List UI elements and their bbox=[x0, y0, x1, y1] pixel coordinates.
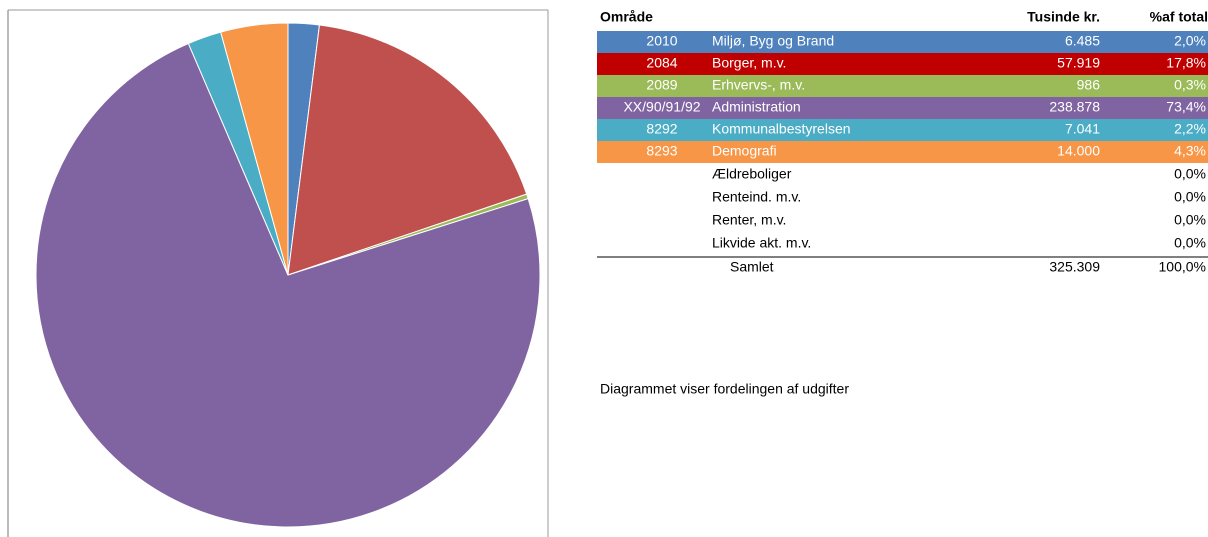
pie-slice bbox=[220, 22, 289, 276]
extra-name: Renter, m.v. bbox=[712, 212, 786, 228]
extra-percent: 0,0% bbox=[1174, 189, 1206, 205]
area-code: 8293 bbox=[646, 143, 677, 159]
table-row bbox=[597, 119, 1208, 141]
extra-percent: 0,0% bbox=[1174, 212, 1206, 228]
extra-name: Renteind. m.v. bbox=[712, 189, 801, 205]
extra-name: Ældreboliger bbox=[712, 166, 792, 182]
total-name: Samlet bbox=[730, 259, 774, 275]
table-row bbox=[597, 75, 1208, 97]
area-name: Administration bbox=[712, 99, 801, 115]
area-percent: 2,2% bbox=[1174, 121, 1206, 137]
area-code: 8292 bbox=[646, 121, 677, 137]
area-value: 57.919 bbox=[1057, 55, 1100, 71]
area-percent: 2,0% bbox=[1174, 33, 1206, 49]
extra-percent: 0,0% bbox=[1174, 235, 1206, 251]
area-value: 238.878 bbox=[1049, 99, 1100, 115]
area-value: 6.485 bbox=[1065, 33, 1100, 49]
area-name: Erhvervs-, m.v. bbox=[712, 77, 805, 93]
total-value: 325.309 bbox=[1049, 259, 1100, 275]
header-area: Område bbox=[600, 9, 653, 25]
area-percent: 0,3% bbox=[1174, 77, 1206, 93]
area-percent: 4,3% bbox=[1174, 143, 1206, 159]
extra-percent: 0,0% bbox=[1174, 166, 1206, 182]
area-name: Borger, m.v. bbox=[712, 55, 786, 71]
table-row bbox=[597, 97, 1208, 119]
area-code: 2084 bbox=[646, 55, 677, 71]
area-value: 986 bbox=[1077, 77, 1101, 93]
area-code: 2010 bbox=[646, 33, 677, 49]
note: Diagrammet viser fordelingen af udgifter bbox=[600, 381, 849, 397]
header-percent: %af total bbox=[1150, 9, 1208, 25]
area-name: Demografi bbox=[712, 143, 777, 159]
extra-name: Likvide akt. m.v. bbox=[712, 235, 811, 251]
total-percent: 100,0% bbox=[1159, 259, 1206, 275]
pie-slice bbox=[287, 24, 528, 276]
pie-slice bbox=[35, 42, 541, 528]
header-value: Tusinde kr. bbox=[1027, 9, 1100, 25]
table-row bbox=[597, 53, 1208, 75]
area-name: Miljø, Byg og Brand bbox=[712, 33, 834, 49]
area-name: Kommunalbestyrelsen bbox=[712, 121, 851, 137]
area-code: XX/90/91/92 bbox=[623, 99, 700, 115]
area-value: 7.041 bbox=[1065, 121, 1100, 137]
area-value: 14.000 bbox=[1057, 143, 1100, 159]
area-percent: 73,4% bbox=[1166, 99, 1206, 115]
table-row bbox=[597, 31, 1208, 53]
table-row bbox=[597, 141, 1208, 163]
area-code: 2089 bbox=[646, 77, 677, 93]
area-percent: 17,8% bbox=[1166, 55, 1206, 71]
